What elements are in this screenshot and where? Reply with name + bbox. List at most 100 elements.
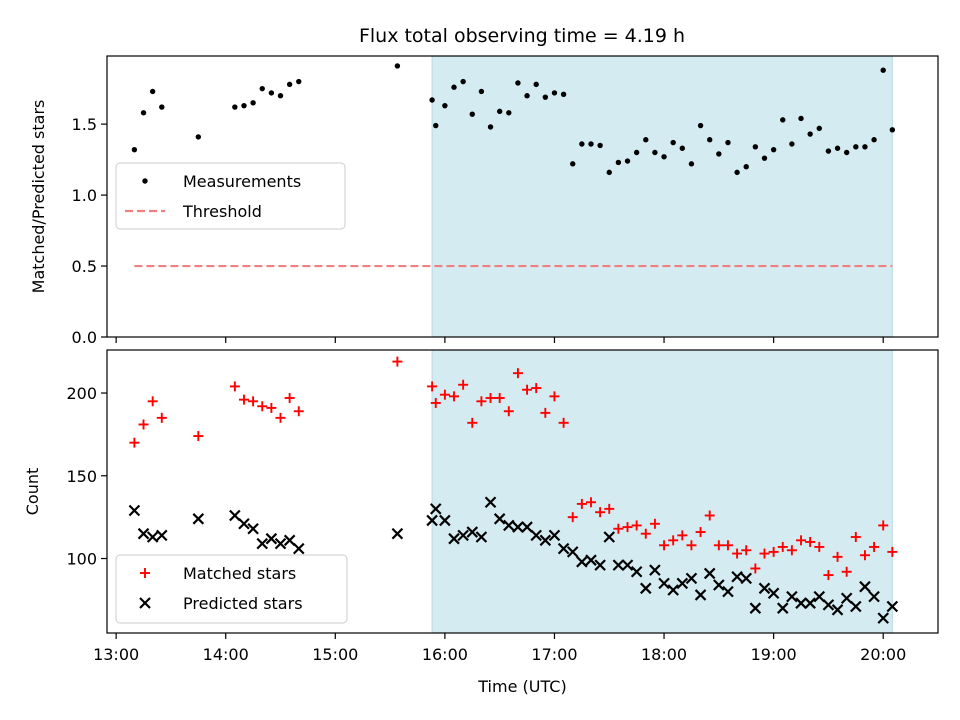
- predicted-star-point: [238, 517, 250, 530]
- predicted-star-point: [822, 599, 835, 611]
- predicted-star-point: [530, 529, 542, 542]
- matched-star-point: [503, 406, 514, 417]
- matched-star-point: [796, 535, 807, 546]
- measurement-point: [259, 85, 265, 92]
- legend-label: Measurements: [183, 172, 301, 191]
- predicted-star-point: [539, 534, 552, 547]
- matched-star-point: [704, 510, 715, 521]
- matched-star-point: [814, 541, 825, 552]
- count-legend: [115, 554, 348, 624]
- matched-star-point: [430, 397, 441, 408]
- matched-star-point: [248, 396, 259, 407]
- matched-star-point: [427, 381, 438, 392]
- count-xtick-label: 16:00: [422, 645, 468, 664]
- predicted-star-point: [722, 585, 734, 598]
- predicted-star-point: [868, 590, 880, 603]
- measurement-point: [862, 144, 868, 150]
- measurement-point: [268, 90, 275, 96]
- matched-star-point: [668, 535, 679, 546]
- predicted-star-point: [439, 514, 451, 527]
- count-panel-xlabel: Time (UTC): [477, 677, 566, 696]
- predicted-star-point: [877, 612, 889, 624]
- predicted-star-point: [658, 577, 670, 590]
- matched-star-point: [293, 406, 304, 417]
- matched-star-point: [677, 530, 688, 541]
- predicted-star-point: [758, 582, 771, 595]
- predicted-star-point: [274, 537, 287, 550]
- matched-star-point: [722, 540, 733, 551]
- legend-matched-marker: [140, 568, 150, 578]
- measurement-point: [615, 159, 622, 166]
- count-ytick-label: 200: [66, 384, 97, 403]
- measurement-point: [752, 144, 759, 150]
- measurement-point: [725, 139, 731, 146]
- predicted-star-point: [804, 597, 816, 609]
- predicted-star-point: [731, 570, 743, 583]
- matched-star-point: [841, 566, 852, 577]
- measurement-point: [825, 148, 832, 154]
- predicted-star-point: [703, 567, 716, 580]
- measurement-point: [843, 149, 850, 156]
- predicted-star-point: [457, 529, 469, 542]
- matched-star-point: [467, 417, 478, 428]
- matched-star-point: [631, 520, 642, 531]
- measurement-point: [761, 155, 768, 161]
- matched-star-point: [458, 379, 469, 390]
- predicted-star-point: [740, 572, 753, 585]
- matched-star-point: [266, 402, 277, 413]
- measurement-point: [770, 146, 777, 153]
- count-xtick-label: 19:00: [751, 645, 797, 664]
- measurement-point: [652, 149, 658, 156]
- predicted-star-point: [612, 559, 625, 571]
- predicted-star-point: [831, 604, 844, 616]
- legend-label: Matched stars: [183, 564, 296, 583]
- ratio-ytick-label: 0.0: [72, 328, 97, 347]
- ratio-ytick-label: 0.5: [72, 257, 97, 276]
- matched-star-point: [567, 512, 578, 523]
- measurement-point: [789, 141, 795, 147]
- matched-star-point: [768, 546, 779, 557]
- predicted-star-point: [557, 542, 570, 555]
- matched-star-point: [859, 550, 870, 561]
- measurement-point: [816, 125, 822, 132]
- measurement-point: [487, 124, 494, 130]
- predicted-star-point: [229, 509, 241, 522]
- measurement-point: [241, 102, 247, 109]
- legend-label: Predicted stars: [183, 594, 303, 613]
- measurement-point: [469, 111, 475, 117]
- measurement-point: [633, 149, 640, 156]
- count-xtick-label: 13:00: [93, 645, 139, 664]
- measurement-point: [624, 158, 631, 164]
- measurement-point: [670, 139, 676, 146]
- ratio-axes-frame: [106, 55, 939, 338]
- predicted-star-point: [749, 602, 762, 614]
- matched-star-point: [741, 545, 752, 556]
- predicted-star-point: [265, 532, 278, 545]
- predicted-star-point: [512, 521, 524, 533]
- matched-star-point: [622, 522, 633, 533]
- matched-star-point: [275, 412, 286, 423]
- matched-star-point: [759, 548, 770, 559]
- measurement-point: [506, 110, 512, 116]
- measurement-point: [834, 145, 841, 151]
- measurement-point: [570, 161, 576, 167]
- ratio-panel: 0.0 0.5 1.0 1.5 Measurements Threshold Match…: [29, 55, 939, 347]
- measurement-point: [716, 151, 722, 157]
- predicted-star-point: [247, 522, 259, 535]
- matched-star-point: [805, 536, 816, 547]
- predicted-star-point: [493, 513, 506, 525]
- measurement-point: [451, 84, 457, 90]
- predicted-star-point: [566, 546, 579, 558]
- matched-star-point: [686, 540, 697, 551]
- predicted-star-point: [676, 577, 689, 590]
- matched-star-point: [238, 394, 249, 405]
- measurement-point: [880, 67, 886, 73]
- measurement-point: [524, 93, 530, 99]
- predicted-star-point: [667, 584, 679, 596]
- count-xtick-label: 14:00: [203, 645, 249, 664]
- measurement-point: [195, 134, 202, 140]
- predicted-star-point: [391, 527, 404, 540]
- measurement-point: [551, 90, 558, 96]
- predicted-star-point: [137, 527, 150, 540]
- predicted-star-point: [503, 519, 515, 532]
